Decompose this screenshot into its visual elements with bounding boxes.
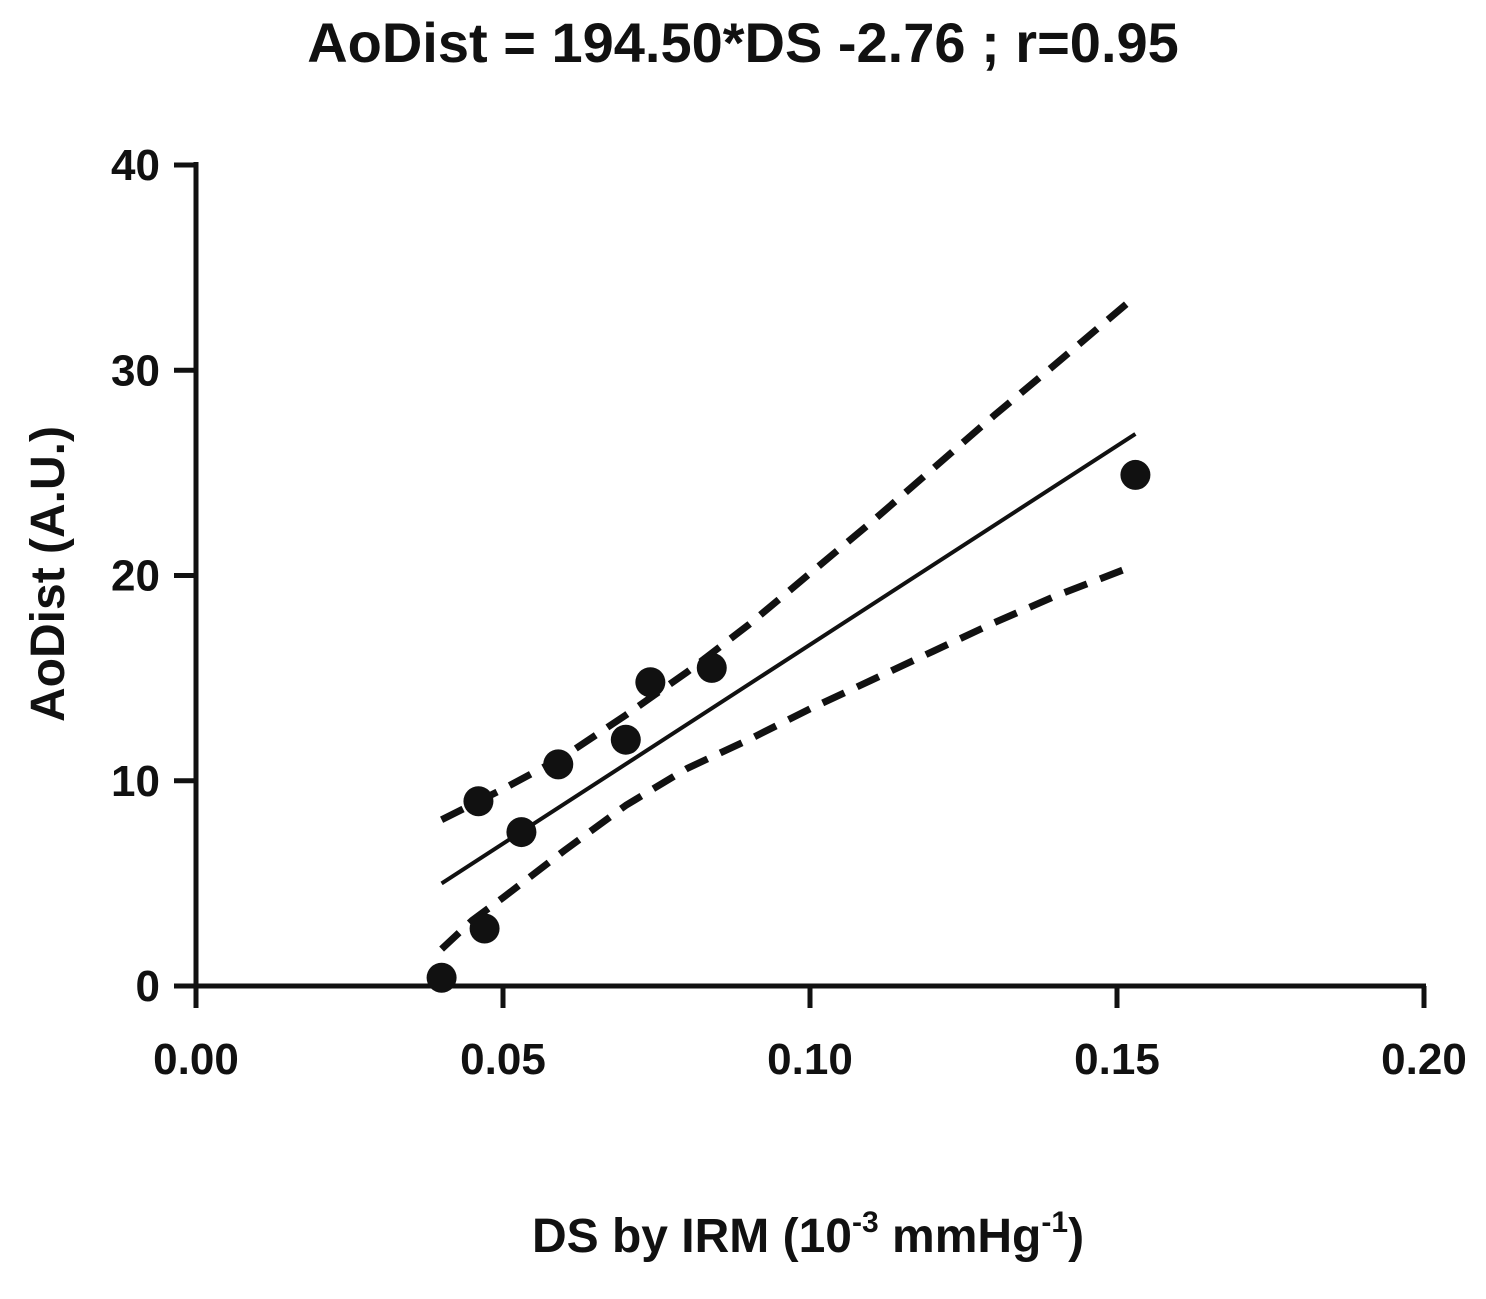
x-axis-label-middle: mmHg xyxy=(879,1210,1042,1263)
y-ticks: 0 10 20 30 40 xyxy=(111,141,196,1011)
x-tick-label: 0.00 xyxy=(153,1035,239,1084)
data-point xyxy=(635,667,666,698)
x-axis-label: DS by IRM (10-3 mmHg-1) xyxy=(532,1206,1084,1263)
plot-area xyxy=(426,293,1151,993)
data-point xyxy=(543,749,574,780)
regression-line xyxy=(440,432,1137,886)
data-point xyxy=(696,652,727,683)
x-axis-label-exp1: -3 xyxy=(852,1206,879,1239)
y-axis-label: AoDist (A.U.) xyxy=(22,426,75,722)
data-point xyxy=(1120,459,1151,490)
y-tick-label: 30 xyxy=(111,346,160,395)
y-tick-label: 40 xyxy=(111,141,160,190)
data-point xyxy=(463,786,494,817)
chart-title: AoDist = 194.50*DS -2.76 ; r=0.95 xyxy=(307,11,1179,74)
data-point xyxy=(506,817,537,848)
axes xyxy=(176,162,1426,989)
y-tick-label: 0 xyxy=(136,962,160,1011)
data-point xyxy=(469,913,500,944)
x-ticks: 0.00 0.05 0.10 0.15 0.20 xyxy=(153,986,1467,1084)
confidence-band-lower xyxy=(439,561,1137,952)
x-axis-label-exp2: -1 xyxy=(1041,1206,1068,1239)
y-tick-label: 10 xyxy=(111,757,160,806)
x-tick-label: 0.15 xyxy=(1074,1035,1160,1084)
confidence-band-upper xyxy=(440,293,1138,823)
y-tick-label: 20 xyxy=(111,552,160,601)
x-tick-label: 0.10 xyxy=(767,1035,853,1084)
x-axis-label-suffix: ) xyxy=(1068,1210,1084,1263)
x-tick-label: 0.05 xyxy=(460,1035,546,1084)
x-axis-label-prefix: DS by IRM (10 xyxy=(532,1210,852,1263)
data-point xyxy=(426,962,457,993)
data-point xyxy=(610,724,641,755)
x-tick-label: 0.20 xyxy=(1381,1035,1467,1084)
